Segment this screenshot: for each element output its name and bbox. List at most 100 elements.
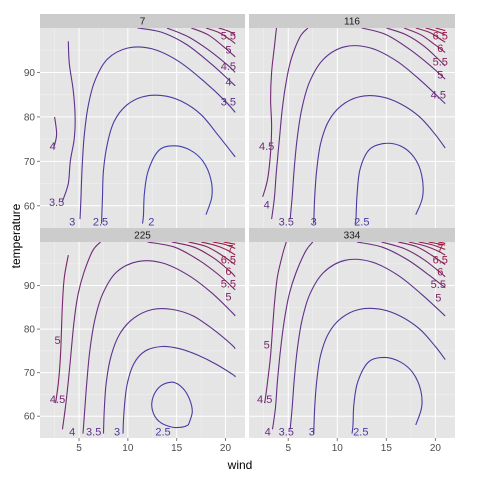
contour-label: 2.5 <box>353 426 368 438</box>
y-axis-title: temperature <box>9 203 23 268</box>
contour-line-2-5 <box>151 381 193 429</box>
contour-labels: 2.5 3 3.5 4 4.5 4.5 5 5.566.5 <box>259 31 448 229</box>
contour-line-5 <box>55 255 69 404</box>
contour-line-6-5 <box>435 28 446 32</box>
x-tick-label: 15 <box>381 443 393 454</box>
contour-line-2 <box>141 145 213 224</box>
x-tick-label: 5 <box>76 443 82 454</box>
contour-label: 5 <box>225 291 231 303</box>
x-tick-label: 5 <box>285 443 291 454</box>
contour-lines <box>53 28 236 224</box>
contour-label: 4.5 <box>257 394 272 406</box>
contour-labels: 2 2.5 3 3.5 4 3.5 4 4.5 55.5 <box>49 31 236 229</box>
contour-label: 3.5 <box>279 426 294 438</box>
contour-line-6-5 <box>428 242 446 246</box>
contour-label: 3 <box>311 216 317 228</box>
contour-lines <box>55 242 236 434</box>
contour-line-4-5 <box>61 242 101 430</box>
panel-background <box>249 28 455 228</box>
y-tick-label: 90 <box>24 281 36 292</box>
contour-line-7 <box>223 242 236 245</box>
contour-label: 4 <box>69 426 75 438</box>
contour-label: 4.5 <box>259 141 274 153</box>
contour-line-6 <box>418 242 446 250</box>
y-tick-label: 60 <box>24 201 36 212</box>
contour-label: 3.5 <box>279 216 294 228</box>
facet-strip <box>249 14 455 28</box>
contour-label: 3 <box>114 426 120 438</box>
axes: 60 70 80 90 5 10 15 20 60 70 80 90 5 10 15 20 <box>24 68 442 454</box>
x-axis-title: wind <box>227 458 253 472</box>
contour-line-4 <box>271 28 309 220</box>
contour-line-4 <box>271 242 314 430</box>
contour-label: 5.5 <box>221 31 236 43</box>
contour-line-3-5 <box>102 308 236 434</box>
contour-label: 2.5 <box>354 216 369 228</box>
contour-label: 3.5 <box>221 96 236 108</box>
contour-label: 5 <box>225 44 231 56</box>
contour-line-5-5 <box>188 242 236 266</box>
contour-label: 5 <box>435 292 441 304</box>
contour-label: 3 <box>309 426 315 438</box>
contour-line-4-5 <box>264 242 287 404</box>
contour-label: 5.5 <box>431 279 446 291</box>
contour-label: 6.5 <box>433 254 448 266</box>
facet-strip-label: 116 <box>344 17 360 28</box>
contour-line-4-5 <box>191 28 236 58</box>
contour-label: 7 <box>437 243 443 255</box>
contour-label: 2.5 <box>155 426 170 438</box>
contour-line-7 <box>438 242 446 244</box>
contour-label: 3.5 <box>49 197 64 209</box>
contour-line-5-5 <box>218 28 236 36</box>
x-tick-label: 10 <box>122 443 134 454</box>
grid-lines <box>40 28 245 228</box>
contour-line-5 <box>397 242 446 266</box>
contour-label: 6.5 <box>433 31 448 43</box>
panel-background <box>40 28 245 228</box>
facet-strip-label: 7 <box>140 17 146 28</box>
x-tick-label: 20 <box>430 443 442 454</box>
contour-label: 6 <box>437 43 443 55</box>
contour-line-5-5 <box>415 28 446 43</box>
contour-line-3-5 <box>61 41 76 202</box>
grid-lines <box>40 242 245 438</box>
facet-panel-7: 7 2 2.5 3 3.5 4 3.5 4 4.5 55.5 <box>40 14 245 228</box>
grid-lines <box>249 28 455 228</box>
contour-label: 2.5 <box>93 216 108 228</box>
facet-strip-label: 225 <box>134 231 151 242</box>
contour-line-4 <box>53 116 58 149</box>
contour-label: 5 <box>264 339 270 351</box>
contour-line-2-5 <box>100 94 236 224</box>
contour-line-2-5 <box>354 142 424 224</box>
contour-line-5-5 <box>408 242 446 256</box>
contour-label: 4 <box>225 76 231 88</box>
y-tick-label: 70 <box>24 157 36 168</box>
contour-line-2-5 <box>351 356 423 434</box>
panel-background <box>40 242 245 438</box>
y-tick-label: 90 <box>24 68 36 79</box>
contour-line-3 <box>79 46 236 220</box>
contour-line-3-5 <box>289 45 446 220</box>
y-tick-label: 70 <box>24 368 36 379</box>
contour-line-4 <box>166 28 236 73</box>
contour-label: 7 <box>227 244 233 256</box>
contour-label: 6.5 <box>221 254 236 266</box>
contour-line-6 <box>200 242 236 256</box>
contour-label: 5 <box>437 70 443 82</box>
contour-line-3-5 <box>289 258 446 430</box>
contour-line-4-5 <box>262 28 278 198</box>
y-tick-label: 60 <box>24 412 36 423</box>
contour-line-3 <box>313 95 446 224</box>
contour-label: 3.5 <box>86 426 101 438</box>
facet-strip <box>249 228 455 242</box>
facet-strip-label: 334 <box>344 231 361 242</box>
contour-line-3 <box>313 307 446 434</box>
contour-lines <box>262 28 446 224</box>
contour-label: 5.5 <box>433 56 448 68</box>
facet-strip <box>40 228 245 242</box>
contour-line-5 <box>205 28 236 45</box>
